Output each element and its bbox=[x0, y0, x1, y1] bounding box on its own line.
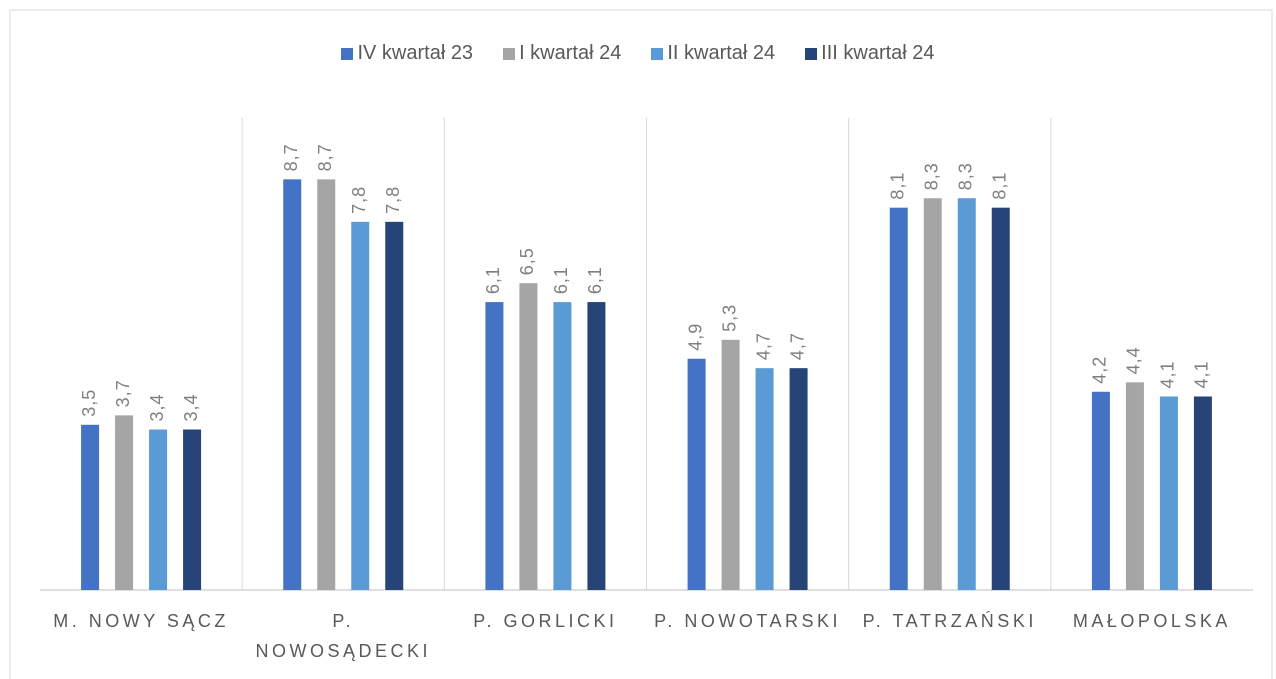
legend-item: III kwartał 24 bbox=[805, 42, 935, 65]
bar bbox=[991, 207, 1010, 590]
legend-label: II kwartał 24 bbox=[667, 42, 776, 64]
legend-item: I kwartał 24 bbox=[503, 42, 621, 65]
chart-border bbox=[9, 9, 1273, 679]
x-tick-label: P. TATRZAŃSKI bbox=[862, 611, 1037, 631]
data-label: 3,5 bbox=[79, 389, 99, 417]
data-label: 4,7 bbox=[787, 332, 807, 360]
bar bbox=[351, 221, 370, 590]
legend: IV kwartał 23 I kwartał 24 II kwartał 24 II… bbox=[0, 42, 1276, 65]
x-tick-label: P. NOWOSĄDECKI bbox=[255, 611, 431, 661]
data-label: 8,1 bbox=[888, 172, 908, 200]
bar bbox=[1193, 396, 1212, 590]
bar bbox=[283, 179, 302, 591]
legend-item: IV kwartał 23 bbox=[341, 42, 473, 65]
bar bbox=[687, 358, 706, 590]
data-label: 4,1 bbox=[1158, 360, 1178, 388]
data-label: 7,8 bbox=[383, 186, 403, 214]
bar bbox=[1091, 391, 1110, 590]
data-label: 6,1 bbox=[483, 266, 503, 294]
data-label: 6,1 bbox=[585, 266, 605, 294]
legend-label: III kwartał 24 bbox=[821, 42, 935, 64]
bar bbox=[553, 302, 572, 590]
legend-label: IV kwartał 23 bbox=[357, 42, 474, 64]
bar bbox=[789, 368, 808, 590]
data-label: 8,7 bbox=[315, 143, 335, 171]
bar bbox=[385, 221, 404, 590]
legend-item: II kwartał 24 bbox=[651, 42, 775, 65]
bar bbox=[149, 429, 168, 590]
data-label: 8,3 bbox=[956, 162, 976, 190]
legend-swatch bbox=[651, 47, 664, 60]
x-tick-label: M. NOWY SĄCZ bbox=[53, 611, 229, 631]
bar bbox=[721, 339, 740, 590]
data-label: 4,2 bbox=[1090, 356, 1110, 384]
bar bbox=[81, 424, 100, 590]
data-label: 3,4 bbox=[147, 393, 167, 421]
bar bbox=[889, 207, 908, 590]
bar bbox=[485, 302, 504, 590]
data-label: 8,1 bbox=[990, 172, 1010, 200]
data-label: 8,7 bbox=[281, 143, 301, 171]
data-label: 4,1 bbox=[1192, 360, 1212, 388]
data-label: 6,1 bbox=[551, 266, 571, 294]
legend-swatch bbox=[805, 47, 818, 60]
x-tick-label: P. NOWOTARSKI bbox=[654, 611, 841, 631]
bar bbox=[519, 283, 538, 590]
bar bbox=[183, 429, 202, 590]
bar bbox=[755, 368, 774, 590]
legend-label: I kwartał 24 bbox=[519, 42, 622, 64]
data-label: 8,3 bbox=[922, 162, 942, 190]
x-tick-label: P. GORLICKI bbox=[473, 611, 618, 631]
data-label: 4,4 bbox=[1124, 346, 1144, 374]
data-label: 5,3 bbox=[719, 304, 739, 332]
bar bbox=[923, 198, 942, 591]
x-tick-label: MAŁOPOLSKA bbox=[1072, 611, 1231, 631]
bar bbox=[115, 415, 134, 590]
legend-swatch bbox=[341, 47, 354, 60]
bar bbox=[587, 302, 606, 590]
bar bbox=[1159, 396, 1178, 590]
data-label: 3,7 bbox=[113, 379, 133, 407]
bar bbox=[957, 198, 976, 591]
data-label: 4,7 bbox=[753, 332, 773, 360]
data-label: 4,9 bbox=[685, 323, 705, 351]
legend-swatch bbox=[503, 47, 516, 60]
data-label: 7,8 bbox=[349, 186, 369, 214]
bar bbox=[317, 179, 336, 591]
bar bbox=[1125, 382, 1144, 590]
data-label: 3,4 bbox=[181, 393, 201, 421]
data-label: 6,5 bbox=[517, 247, 537, 275]
